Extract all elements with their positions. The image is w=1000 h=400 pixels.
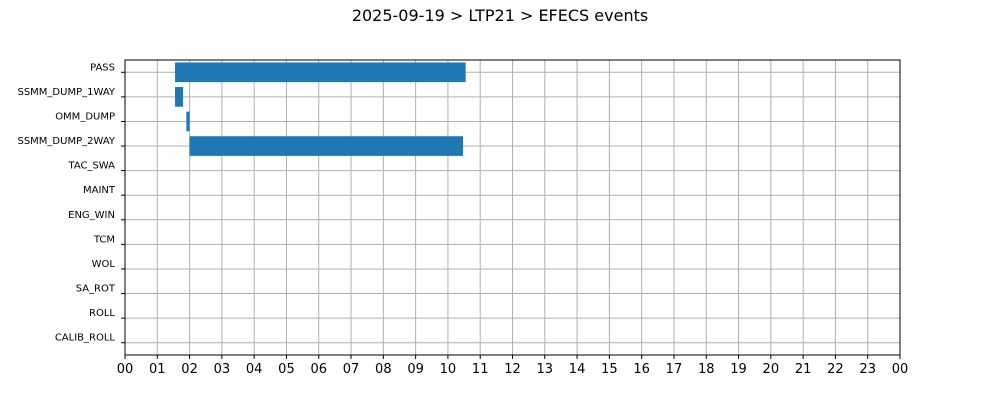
- x-tick-label: 17: [666, 362, 683, 377]
- y-tick-label: WOL: [92, 259, 116, 270]
- y-tick-label: OMM_DUMP: [55, 111, 115, 122]
- x-tick-label: 11: [472, 362, 489, 377]
- x-tick-label: 08: [375, 362, 392, 377]
- x-tick-label: 03: [214, 362, 231, 377]
- x-tick-label: 05: [278, 362, 295, 377]
- x-tick-label: 19: [730, 362, 747, 377]
- x-tick-label: 00: [117, 362, 134, 377]
- y-tick-label: TCM: [93, 234, 115, 245]
- y-tick-label: MAINT: [83, 185, 116, 196]
- y-tick-label: ROLL: [89, 308, 115, 319]
- x-tick-label: 06: [310, 362, 327, 377]
- event-bar-omm-dump: [186, 111, 190, 132]
- x-tick-label: 02: [181, 362, 198, 377]
- grid-lines: [124, 60, 901, 355]
- y-tick-label: SSMM_DUMP_2WAY: [17, 136, 115, 147]
- x-tick-label: 13: [537, 362, 554, 377]
- x-tick-label: 20: [763, 362, 780, 377]
- event-bar-ssmm-dump-1way: [175, 87, 184, 107]
- y-tick-label: ENG_WIN: [68, 210, 115, 221]
- x-tick-label: 12: [504, 362, 521, 377]
- x-tick-label: 16: [633, 362, 650, 377]
- x-tick-label: 10: [440, 362, 457, 377]
- x-tick-label: 00: [892, 362, 909, 377]
- y-tick-label: CALIB_ROLL: [55, 333, 116, 344]
- x-tick-label: 09: [407, 362, 424, 377]
- event-bar-ssmm-dump-2way: [189, 136, 464, 156]
- x-tick-label: 14: [569, 362, 586, 377]
- y-tick-label: PASS: [90, 62, 115, 73]
- x-tick-label: 22: [827, 362, 844, 377]
- x-tick-label: 07: [343, 362, 360, 377]
- chart-title: 2025-09-19 > LTP21 > EFECS events: [351, 6, 649, 25]
- y-tick-label: SA_ROT: [76, 284, 116, 295]
- x-tick-label: 01: [149, 362, 166, 377]
- x-tick-label: 15: [601, 362, 618, 377]
- y-tick-label: TAC_SWA: [67, 161, 115, 172]
- x-axis: 00 01 02 03 04 05 06 07 08 09 10 11 12 13 14 15 16 17 18 19…: [117, 355, 909, 377]
- x-tick-label: 04: [246, 362, 263, 377]
- x-tick-label: 23: [859, 362, 876, 377]
- event-bars: [175, 62, 466, 156]
- event-bar-pass: [175, 62, 466, 83]
- y-tick-label: SSMM_DUMP_1WAY: [17, 87, 115, 98]
- y-axis: PASS SSMM_DUMP_1WAY OMM_DUMP SSMM_DUMP_2WAY…: [17, 62, 125, 344]
- x-tick-label: 18: [698, 362, 715, 377]
- x-tick-label: 21: [795, 362, 812, 377]
